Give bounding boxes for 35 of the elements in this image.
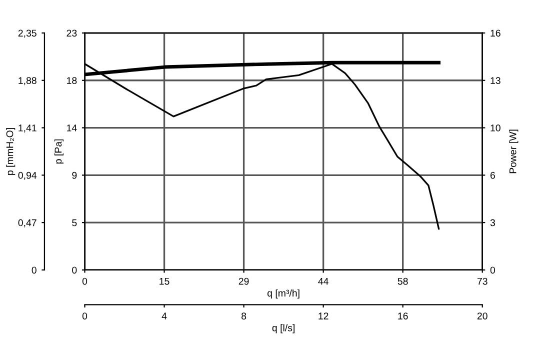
x-tick-label: 0: [82, 278, 88, 285]
x2-tick-label: 16: [398, 312, 408, 320]
x2-tick-label: 12: [318, 312, 328, 320]
y3-tick-label: 0: [32, 266, 36, 274]
y-tick-label: 5: [72, 219, 77, 226]
y2-tick-label: 13: [490, 77, 500, 84]
y-tick-label: 23: [66, 30, 77, 37]
x2-tick-label: 0: [82, 312, 88, 320]
y2-tick-label: 0: [490, 266, 496, 274]
x-tick-label: 73: [477, 278, 488, 285]
y-tick-label: 9: [72, 172, 77, 179]
x-axis-title: q [m³/h]: [267, 289, 300, 299]
y2-tick-label: 3: [490, 219, 495, 226]
y3-tick-label: 2,35: [18, 30, 36, 38]
y-axis-title: p [Pa]: [54, 139, 64, 164]
y3-axis-title: p [mmH₂O]: [6, 128, 16, 175]
y-tick-label: 14: [67, 124, 77, 132]
y2-tick-label: 6: [490, 172, 495, 179]
y2-tick-label: 10: [490, 124, 500, 132]
x-tick-label: 58: [398, 278, 408, 285]
y3-tick-label: 1,88: [18, 77, 36, 86]
y2-tick-label: 16: [490, 30, 500, 37]
x2-axis-title: q [l/s]: [272, 324, 294, 334]
x2-tick-label: 4: [162, 312, 167, 320]
x2-tick-label: 8: [242, 312, 246, 320]
y3-tick-label: 0,47: [18, 219, 36, 228]
x-tick-label: 29: [238, 278, 249, 285]
y-tick-label: 0: [72, 266, 77, 274]
y3-tick-label: 0,94: [18, 172, 37, 180]
x-tick-label: 44: [318, 278, 328, 285]
x-tick-label: 15: [160, 278, 170, 285]
y2-axis-title: Power [W]: [509, 130, 518, 174]
y-tick-label: 18: [67, 77, 77, 84]
y3-tick-label: 1,41: [18, 124, 36, 133]
x2-tick-label: 20: [477, 312, 488, 320]
